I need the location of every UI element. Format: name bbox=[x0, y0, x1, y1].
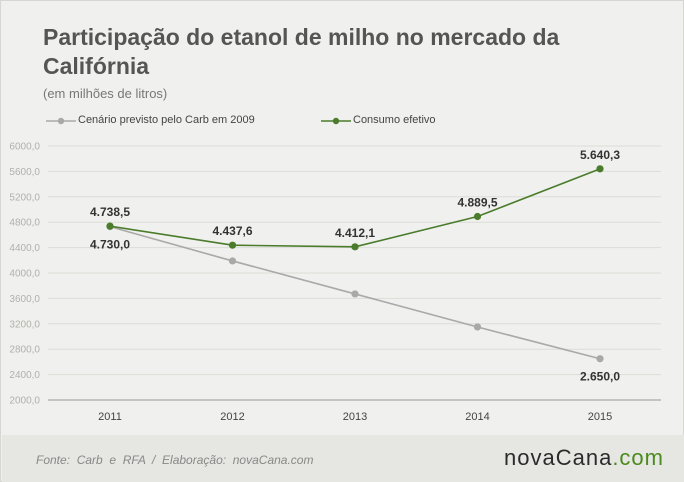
brand-part-cana: Cana bbox=[555, 445, 613, 470]
data-point bbox=[351, 243, 359, 251]
legend-swatch-green bbox=[321, 117, 351, 125]
data-label: 4.730,0 bbox=[90, 238, 130, 252]
data-label: 4.412,1 bbox=[335, 226, 375, 240]
data-label: 4.738,5 bbox=[90, 205, 130, 219]
chart-subtitle: (em milhões de litros) bbox=[43, 86, 168, 101]
data-point bbox=[473, 212, 482, 221]
x-tick-label: 2013 bbox=[343, 411, 367, 423]
y-tick-label: 4400,0 bbox=[9, 243, 40, 254]
data-point bbox=[106, 222, 114, 230]
footer: Fonte: Carb e RFA / Elaboração: novaCana… bbox=[2, 435, 684, 482]
line-chart: 2000,0 2400,0 2800,0 3200,0 3600,0 4000,0 4400… bbox=[9, 142, 661, 423]
data-point bbox=[596, 355, 604, 363]
source-note: Fonte: Carb e RFA / Elaboração: novaCana… bbox=[36, 453, 314, 467]
legend-swatch-gray bbox=[46, 117, 76, 125]
data-label: 2.650,0 bbox=[580, 370, 620, 384]
data-point bbox=[351, 290, 359, 298]
data-label: 5.640,3 bbox=[580, 148, 620, 162]
x-tick-label: 2011 bbox=[98, 411, 122, 423]
data-point bbox=[228, 241, 237, 249]
y-tick-label: 3200,0 bbox=[9, 319, 40, 330]
data-label: 4.889,5 bbox=[457, 196, 497, 210]
data-point bbox=[228, 257, 237, 265]
brand-logo: novaCana.com bbox=[504, 445, 664, 471]
legend-label-cenario: Cenário previsto pelo Carb em 2009 bbox=[78, 114, 255, 126]
x-tick-label: 2015 bbox=[588, 411, 612, 423]
y-tick-label: 4000,0 bbox=[9, 269, 40, 280]
y-tick-label: 2400,0 bbox=[9, 370, 40, 381]
y-tick-label: 5600,0 bbox=[9, 167, 40, 178]
data-point bbox=[473, 323, 482, 331]
x-tick-label: 2014 bbox=[465, 411, 489, 423]
data-label: 4.437,6 bbox=[212, 224, 252, 238]
y-tick-label: 5200,0 bbox=[9, 192, 40, 203]
y-tick-label: 4800,0 bbox=[9, 218, 40, 229]
y-tick-label: 6000,0 bbox=[9, 142, 40, 153]
chart-title: Participação do etanol de milho no merca… bbox=[43, 24, 560, 79]
y-tick-label: 2800,0 bbox=[9, 345, 40, 356]
y-tick-label: 3600,0 bbox=[9, 294, 40, 305]
brand-part-com: .com bbox=[612, 445, 664, 470]
x-tick-label: 2012 bbox=[220, 411, 244, 423]
data-point bbox=[596, 165, 604, 173]
y-tick-label: 2000,0 bbox=[9, 396, 40, 407]
brand-part-nova: nova bbox=[504, 445, 556, 470]
legend-label-consumo: Consumo efetivo bbox=[353, 114, 436, 126]
